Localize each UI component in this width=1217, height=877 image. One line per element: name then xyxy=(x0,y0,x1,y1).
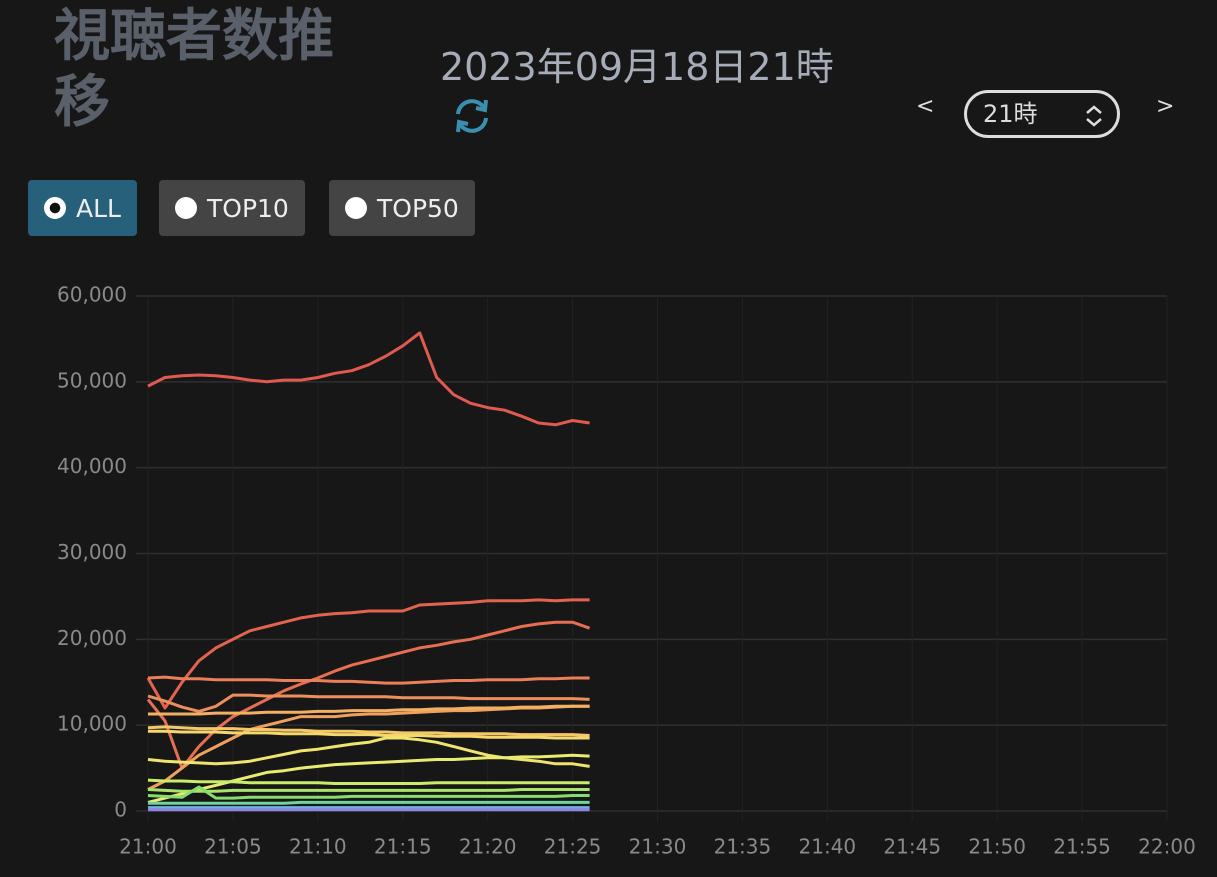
x-tick-label: 21:00 xyxy=(119,835,177,859)
series-line xyxy=(147,725,590,737)
series-line xyxy=(147,778,590,785)
series-line xyxy=(146,598,590,710)
series-line xyxy=(147,704,590,791)
prev-button[interactable]: < xyxy=(916,94,935,119)
x-tick-label: 21:50 xyxy=(968,835,1026,859)
series-line xyxy=(147,693,590,713)
y-tick-label: 30,000 xyxy=(57,540,127,564)
x-tick-label: 21:10 xyxy=(289,835,347,859)
series-line xyxy=(148,704,590,716)
x-tick-label: 21:15 xyxy=(374,835,432,859)
x-tick-label: 21:30 xyxy=(629,835,687,859)
radio-dot xyxy=(345,197,367,219)
filter-label: ALL xyxy=(76,193,121,223)
series-line xyxy=(147,785,590,800)
y-tick-label: 40,000 xyxy=(57,454,127,478)
page-title: 視聴者数推移 xyxy=(54,4,334,135)
filter-label: TOP10 xyxy=(207,193,289,223)
x-tick-label: 21:20 xyxy=(459,835,517,859)
filter-label: TOP50 xyxy=(377,193,459,223)
y-tick-label: 0 xyxy=(114,798,127,822)
filter-radio[interactable]: TOP50 xyxy=(329,180,475,236)
series-line xyxy=(147,331,590,427)
hour-select-value: 21時 xyxy=(983,100,1038,128)
filter-radio[interactable]: ALL xyxy=(28,180,137,236)
series-line xyxy=(148,729,590,740)
x-tick-label: 21:40 xyxy=(799,835,857,859)
series-line xyxy=(146,620,591,770)
series-line xyxy=(147,736,590,768)
y-tick-label: 10,000 xyxy=(57,712,127,736)
datetime: 2023年09月18日21時 xyxy=(440,45,834,89)
x-tick-label: 21:25 xyxy=(544,835,602,859)
series-line xyxy=(147,788,590,793)
hour-select[interactable]: 21時 xyxy=(964,90,1120,138)
refresh-button[interactable] xyxy=(452,96,492,136)
y-tick-label: 50,000 xyxy=(57,368,127,392)
y-tick-label: 60,000 xyxy=(57,283,127,307)
radio-dot xyxy=(175,197,197,219)
x-tick-label: 21:05 xyxy=(204,835,262,859)
radio-dot xyxy=(44,197,66,219)
next-button[interactable]: > xyxy=(1156,94,1175,119)
select-arrows xyxy=(1086,105,1102,127)
chart: 0 10,000 20,000 30,000 40,000 50,000 60,000 21:… xyxy=(57,283,1196,859)
series-line xyxy=(148,800,590,805)
x-tick-label: 21:45 xyxy=(883,835,941,859)
x-tick-label: 21:35 xyxy=(714,835,772,859)
filter-radio[interactable]: TOP10 xyxy=(159,180,305,236)
x-tick-label: 21:55 xyxy=(1053,835,1111,859)
y-tick-label: 20,000 xyxy=(57,626,127,650)
x-tick-label: 22:00 xyxy=(1138,835,1196,859)
series-line xyxy=(147,753,590,804)
series-line xyxy=(147,675,590,685)
